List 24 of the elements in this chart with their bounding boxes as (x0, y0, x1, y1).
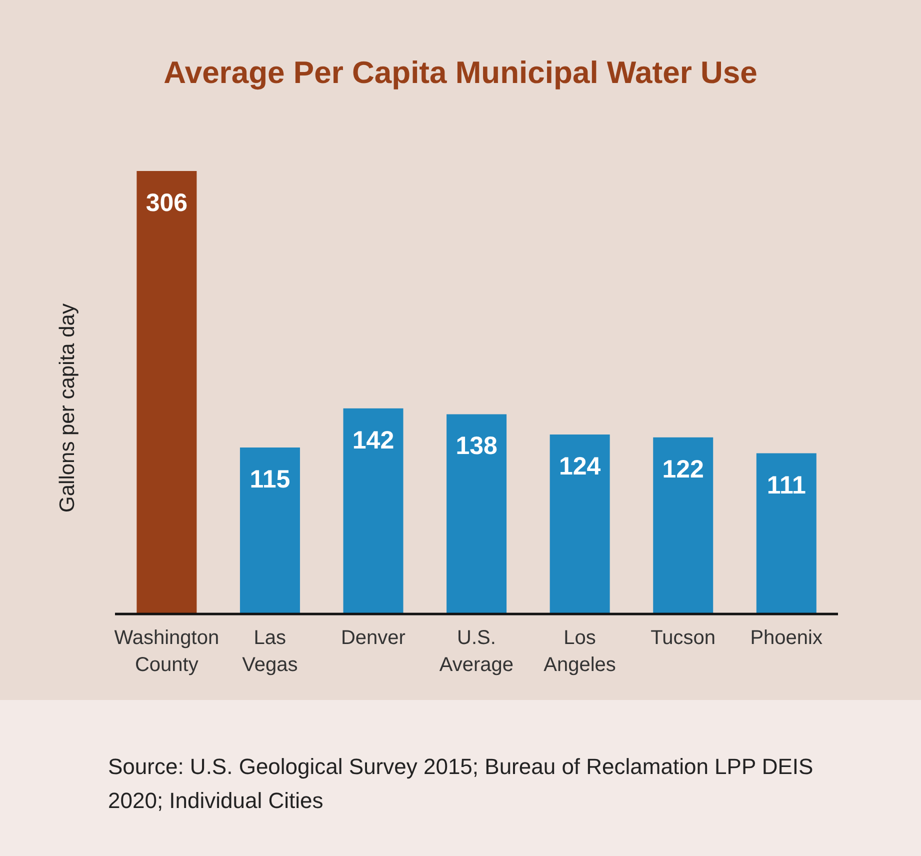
bar (136, 171, 197, 614)
x-tick-label: Las Vegas (242, 627, 298, 676)
data-label: 111 (766, 471, 806, 500)
x-tick-label: Phoenix (750, 627, 822, 649)
data-label: 115 (250, 466, 290, 494)
y-axis-title: Gallons per capita day (56, 304, 80, 512)
data-label: 124 (558, 452, 601, 480)
data-label: 138 (456, 432, 498, 460)
bar (446, 414, 507, 614)
x-tick-label: Los Angeles (544, 627, 616, 676)
source-note: Source: U.S. Geological Survey 2015; Bureau of Reclamation LPP DEIS 2020; Individual Cities (108, 753, 814, 815)
x-tick-label: Tucson (650, 627, 716, 649)
bar (240, 448, 300, 614)
data-label: 306 (146, 189, 188, 217)
data-label: 142 (352, 426, 394, 454)
bar (550, 434, 610, 614)
data-label: 122 (662, 455, 704, 484)
x-tick-label: Denver (340, 627, 406, 649)
x-tick-label: U.S. Average (439, 627, 514, 676)
x-tick-label: Washington County (114, 627, 220, 676)
bar (343, 408, 404, 614)
chart-title: Average Per Capita Municipal Water Use (162, 55, 758, 91)
bar (653, 437, 714, 614)
bar (756, 453, 816, 614)
